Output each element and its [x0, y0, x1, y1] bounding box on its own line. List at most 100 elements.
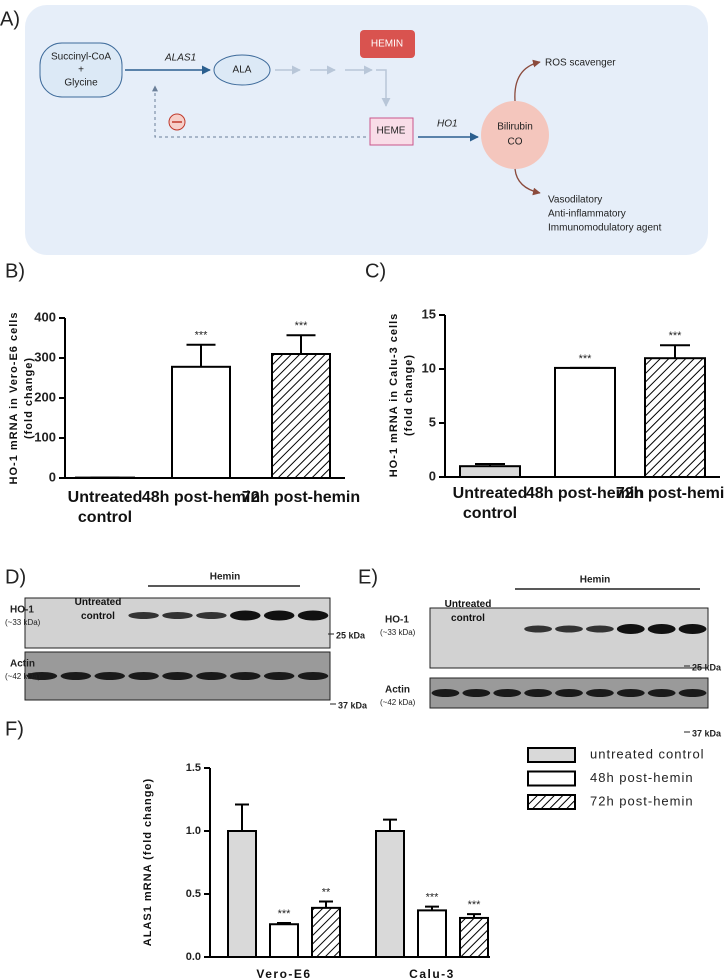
bar	[227, 830, 257, 958]
error-bar	[319, 900, 333, 908]
x-tick-label: 72h post-hemin	[615, 485, 725, 502]
bar	[311, 906, 341, 958]
node	[39, 42, 123, 98]
y-axis-label: HO-1 mRNA in Calu-3 cells (fold change)	[388, 312, 415, 478]
marker-label: 37 kDa	[692, 728, 722, 738]
panel-label: C)	[365, 260, 386, 282]
error-bar	[286, 334, 316, 354]
node-label: Glycine	[64, 78, 98, 89]
band	[462, 689, 491, 697]
band	[647, 624, 676, 634]
bar	[459, 916, 489, 959]
band	[128, 612, 159, 619]
bar	[375, 830, 405, 958]
error-bar	[186, 343, 216, 367]
band	[555, 689, 583, 697]
band	[297, 610, 329, 621]
arrows	[275, 65, 391, 107]
lane-label: Untreated control	[74, 597, 122, 622]
significance: ***	[278, 908, 292, 920]
lane-label: Untreated control	[444, 599, 492, 624]
node-label: HEME	[377, 126, 406, 137]
arrow	[514, 59, 541, 102]
node	[360, 30, 415, 58]
band	[493, 689, 522, 697]
y-axis-label: ALAS1 mRNA (fold change)	[141, 777, 154, 947]
y-tick-label: 200	[34, 389, 56, 404]
node-label: HEMIN	[371, 39, 403, 50]
edge-label: HO1	[437, 119, 458, 130]
y-axis-label: HO-1 mRNA in Vero-E6 cells (fold change)	[8, 311, 35, 485]
panel-label: E)	[358, 566, 378, 588]
band	[647, 689, 676, 697]
band	[678, 689, 707, 697]
error-bar	[383, 818, 397, 831]
y-tick-label: 1.0	[186, 825, 201, 837]
y-tick-label: 100	[34, 429, 56, 444]
node-label: +	[78, 65, 84, 76]
panel-label: B)	[5, 260, 25, 282]
band	[616, 689, 645, 697]
node	[481, 101, 549, 169]
marker-label: 25 kDa	[692, 662, 722, 672]
band	[128, 672, 159, 680]
x-tick-label: 48h post-hemin	[141, 489, 261, 506]
significance: ***	[468, 899, 482, 911]
x-tick-label: Untreated control	[67, 489, 143, 526]
significance: ***	[579, 353, 593, 365]
legend-swatch	[527, 770, 576, 787]
row-size: (~33 kDa)	[5, 618, 41, 627]
x-tick-label: Vero-E6	[256, 967, 312, 978]
significance: ***	[295, 320, 309, 332]
legend-label: 48h post-hemin	[590, 770, 694, 785]
marker-label: 25 kDa	[336, 630, 366, 640]
band	[263, 672, 295, 680]
band	[94, 672, 125, 680]
error-bar	[660, 344, 690, 359]
band	[616, 624, 645, 634]
band	[524, 689, 553, 697]
bar	[171, 365, 231, 479]
y-tick-label: 0.5	[186, 888, 201, 900]
panel-label: D)	[5, 566, 26, 588]
band	[196, 672, 227, 680]
row-label: Actin	[385, 685, 410, 696]
error-bar	[235, 803, 249, 831]
row-label: HO-1	[10, 605, 34, 616]
outcome: Immunomodulatory agent	[548, 223, 662, 234]
significance: **	[322, 886, 331, 898]
y-tick-label: 300	[34, 349, 56, 364]
feedback-arrow	[152, 85, 366, 138]
y-tick-label: 0	[429, 468, 436, 483]
y-tick-label: 0	[49, 469, 56, 484]
x-tick-label: 48h post-hemin	[525, 485, 645, 502]
row-label: Actin	[10, 659, 35, 670]
y-tick-label: 0.0	[186, 951, 201, 963]
blot	[24, 597, 331, 649]
band	[196, 612, 227, 619]
band	[162, 612, 193, 619]
bar	[271, 353, 331, 479]
arrow	[514, 168, 541, 196]
y-tick-label: 1.5	[186, 762, 201, 774]
x-tick-label: Untreated control	[452, 485, 528, 522]
y-tick-label: 400	[34, 309, 56, 324]
bar	[644, 357, 706, 479]
y-tick-label: 15	[422, 306, 436, 321]
bar	[554, 366, 616, 479]
bar	[417, 909, 447, 959]
error-bar	[467, 913, 481, 918]
band	[297, 672, 329, 680]
group-label: Hemin	[580, 575, 611, 586]
band	[585, 689, 614, 697]
y-tick-label: 5	[429, 414, 436, 429]
node-label: CO	[508, 137, 523, 148]
band	[431, 689, 460, 697]
x-tick-label: Calu-3	[409, 967, 455, 978]
panel-label: F)	[5, 718, 24, 740]
row-label: HO-1	[385, 615, 409, 626]
outcome: Anti-inflammatory	[548, 209, 626, 220]
error-bar	[277, 921, 291, 925]
outcome: Vasodilatory	[548, 195, 602, 206]
